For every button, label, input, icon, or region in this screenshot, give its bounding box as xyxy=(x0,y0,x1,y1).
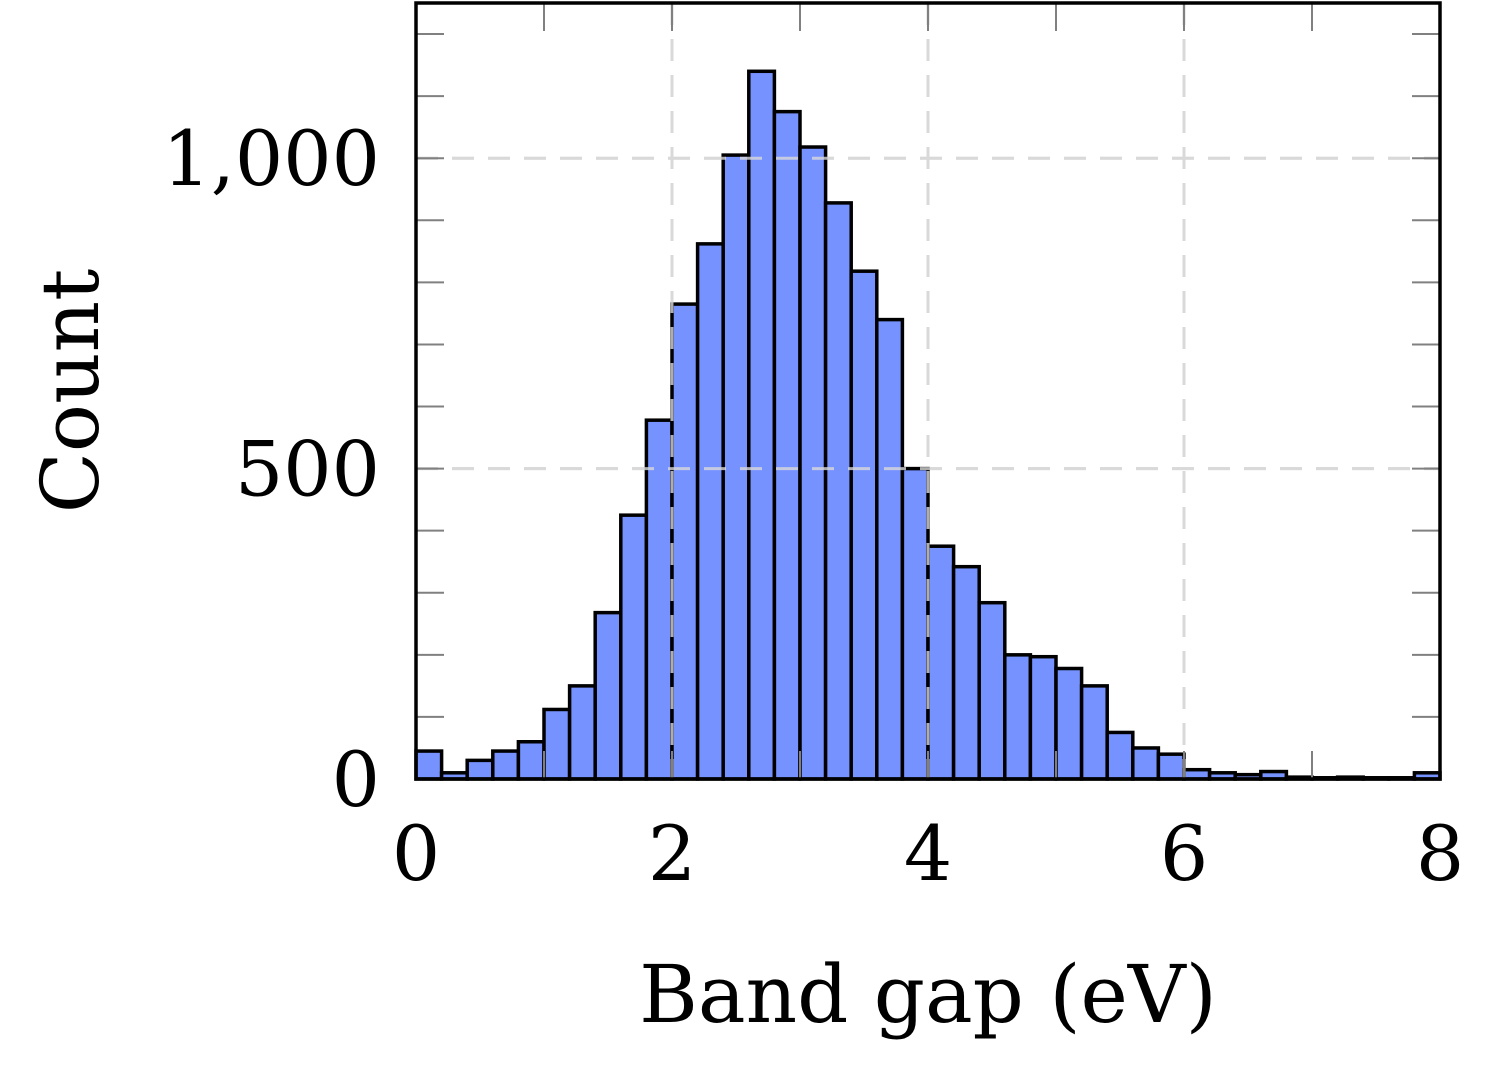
histogram-bar xyxy=(849,269,879,781)
histogram-bar xyxy=(670,302,700,781)
y-tick-label: 500 xyxy=(235,425,380,514)
x-axis-title: Band gap (eV) xyxy=(639,948,1217,1041)
histogram-bar xyxy=(977,600,1007,781)
histogram-bar xyxy=(1156,752,1186,781)
histogram-bar xyxy=(491,749,521,781)
histogram-bar xyxy=(695,242,725,781)
histogram-bar xyxy=(619,513,649,781)
histogram-bar xyxy=(875,317,905,781)
y-tick-label: 1,000 xyxy=(162,114,380,203)
histogram-bar xyxy=(1028,654,1058,781)
histogram-bar xyxy=(567,684,597,781)
x-tick-label: 8 xyxy=(1416,809,1464,898)
histogram-bar xyxy=(951,564,981,781)
histogram-bar xyxy=(593,610,623,781)
x-tick-label: 4 xyxy=(904,809,952,898)
histogram-bar xyxy=(1105,730,1135,781)
plot-frame xyxy=(414,1,1442,781)
axis-ticks xyxy=(416,3,1440,779)
histogram-bar xyxy=(644,418,674,781)
histogram-bar xyxy=(747,69,777,781)
y-axis-title: Count xyxy=(24,269,117,514)
histogram-bar xyxy=(1079,684,1109,781)
histogram-bar xyxy=(1003,653,1033,781)
x-tick-label: 0 xyxy=(392,809,440,898)
histogram-bar xyxy=(414,749,444,781)
histogram-bar xyxy=(926,544,956,781)
x-tick-label: 2 xyxy=(648,809,696,898)
histogram-bar xyxy=(721,153,751,781)
y-tick-label: 0 xyxy=(332,735,380,824)
histogram-bar xyxy=(1054,666,1084,781)
histogram-bar xyxy=(798,145,828,781)
histogram-bar xyxy=(772,109,802,781)
histogram-bar xyxy=(900,466,930,781)
histogram-bar xyxy=(823,201,853,781)
tick-labels: 0 2 4 6 8 0 500 1,000 xyxy=(162,114,1464,898)
histogram-bar xyxy=(516,740,546,781)
x-tick-label: 6 xyxy=(1160,809,1208,898)
histogram-bar xyxy=(542,707,572,781)
histogram-bar xyxy=(465,758,495,781)
histogram-bar xyxy=(1131,746,1161,781)
